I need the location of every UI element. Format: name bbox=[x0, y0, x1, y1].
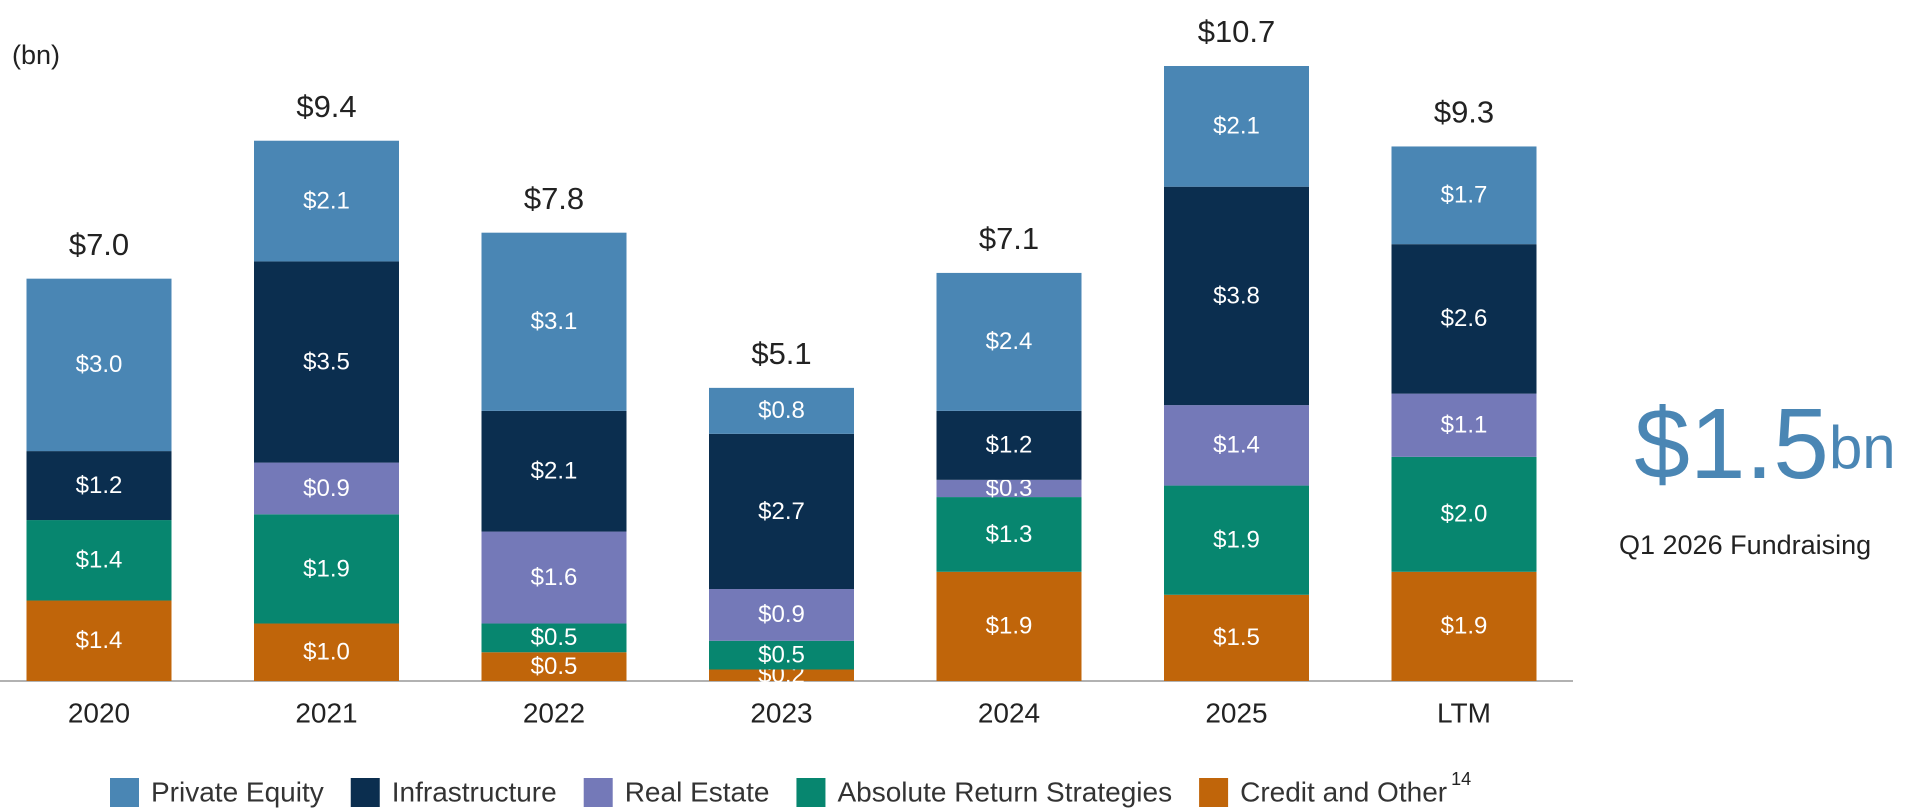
x-tick-label: LTM bbox=[1437, 697, 1491, 728]
segment-label: $2.1 bbox=[303, 187, 350, 214]
highlight: $1.5bn bbox=[1634, 388, 1895, 500]
segment-label: $0.8 bbox=[758, 397, 805, 424]
total-label: $9.4 bbox=[296, 89, 356, 124]
bar-segment bbox=[709, 589, 854, 641]
legend-swatch bbox=[583, 778, 613, 807]
legend-swatch bbox=[350, 778, 380, 807]
segment-label: $3.1 bbox=[531, 308, 578, 335]
total-label: $9.3 bbox=[1434, 95, 1494, 130]
x-tick-label: 2023 bbox=[750, 697, 812, 728]
bar-segment bbox=[1391, 571, 1537, 681]
bar-segment bbox=[709, 669, 854, 681]
segment-label: $1.4 bbox=[76, 547, 123, 574]
segment-label: $2.6 bbox=[1441, 305, 1488, 332]
segment-label: $1.9 bbox=[1213, 527, 1260, 554]
segment-label: $0.5 bbox=[531, 653, 578, 680]
total-label: $7.1 bbox=[979, 221, 1039, 256]
segment-label: $2.0 bbox=[1441, 501, 1488, 528]
y-unit-label: (bn) bbox=[12, 40, 60, 70]
segment-label: $2.4 bbox=[986, 328, 1033, 355]
segment-label: $1.6 bbox=[531, 564, 578, 591]
bar-segment bbox=[26, 520, 172, 601]
segment-label: $1.3 bbox=[986, 521, 1033, 548]
segment-label: $3.0 bbox=[76, 351, 123, 378]
segment-label: $2.1 bbox=[531, 458, 578, 485]
bar-segment bbox=[1164, 594, 1309, 681]
bar-segment bbox=[936, 410, 1082, 480]
total-label: $7.0 bbox=[69, 227, 129, 262]
bar-segment bbox=[481, 623, 627, 653]
highlight-value: $1.5 bbox=[1634, 388, 1829, 500]
bar-segment bbox=[26, 278, 172, 452]
bar-segment bbox=[481, 531, 627, 624]
x-tick-label: 2022 bbox=[523, 697, 585, 728]
bar-segment bbox=[254, 462, 399, 515]
segment-label: $1.2 bbox=[986, 432, 1033, 459]
bar-segment bbox=[936, 479, 1082, 498]
total-label: $5.1 bbox=[751, 336, 811, 371]
segment-label: $0.9 bbox=[303, 475, 350, 502]
segment-label: $1.9 bbox=[303, 555, 350, 582]
highlight-unit: bn bbox=[1829, 414, 1896, 481]
legend-label: Private Equity bbox=[151, 776, 324, 807]
bar-segment bbox=[1164, 485, 1309, 595]
segment-label: $2.7 bbox=[758, 498, 805, 525]
bar-segment bbox=[254, 514, 399, 624]
bar-segment bbox=[1391, 244, 1537, 394]
legend-label: Credit and Other bbox=[1240, 776, 1447, 807]
segment-label: $1.4 bbox=[76, 627, 123, 654]
bar-segment bbox=[26, 600, 172, 681]
segment-label: $1.0 bbox=[303, 639, 350, 666]
bar-segment bbox=[709, 387, 854, 434]
segment-label: $1.9 bbox=[986, 613, 1033, 640]
bar-segment bbox=[936, 272, 1082, 411]
legend-label: Real Estate bbox=[625, 776, 770, 807]
bar-segment bbox=[936, 497, 1082, 572]
segment-label: $0.5 bbox=[758, 641, 805, 668]
segment-label: $3.8 bbox=[1213, 282, 1260, 309]
legend-footnote: 14 bbox=[1451, 769, 1471, 789]
segment-label: $1.4 bbox=[1213, 432, 1260, 459]
bar-segment bbox=[481, 652, 627, 681]
x-tick-label: 2021 bbox=[295, 697, 357, 728]
bar-segment bbox=[254, 261, 399, 463]
bar-segment bbox=[254, 623, 399, 681]
legend-label: Absolute Return Strategies bbox=[837, 776, 1172, 807]
segment-label: $1.5 bbox=[1213, 624, 1260, 651]
segment-label: $1.2 bbox=[76, 472, 123, 499]
x-tick-label: 2024 bbox=[978, 697, 1040, 728]
segment-label: $1.7 bbox=[1441, 182, 1488, 209]
legend-swatch bbox=[796, 778, 826, 807]
segment-label: $0.5 bbox=[531, 624, 578, 651]
bar-segment bbox=[709, 640, 854, 670]
bar-segment bbox=[1391, 456, 1537, 572]
segment-label: $3.5 bbox=[303, 348, 350, 375]
segment-label: $1.1 bbox=[1441, 412, 1488, 439]
bar-segment bbox=[26, 451, 172, 521]
bar-segment bbox=[254, 140, 399, 262]
bar-segment bbox=[481, 410, 627, 532]
total-label: $10.7 bbox=[1198, 14, 1276, 49]
bar-segment bbox=[1164, 186, 1309, 406]
bar-segment bbox=[1391, 146, 1537, 245]
bar-segment bbox=[1391, 393, 1537, 457]
x-tick-label: 2020 bbox=[68, 697, 130, 728]
x-tick-label: 2025 bbox=[1205, 697, 1267, 728]
legend-swatch bbox=[110, 778, 139, 807]
bar-segment bbox=[709, 433, 854, 590]
segment-label: $2.1 bbox=[1213, 113, 1260, 140]
segment-label: $0.9 bbox=[758, 601, 805, 628]
highlight-caption: Q1 2026 Fundraising bbox=[1619, 530, 1871, 560]
bar-segment bbox=[936, 571, 1082, 681]
bar-segment bbox=[1164, 66, 1309, 187]
total-label: $7.8 bbox=[524, 181, 584, 216]
legend-swatch bbox=[1199, 778, 1229, 807]
legend-label: Infrastructure bbox=[392, 776, 557, 807]
bar-segment bbox=[1164, 405, 1309, 486]
segment-label: $1.9 bbox=[1441, 613, 1488, 640]
bar-segment bbox=[481, 232, 627, 411]
